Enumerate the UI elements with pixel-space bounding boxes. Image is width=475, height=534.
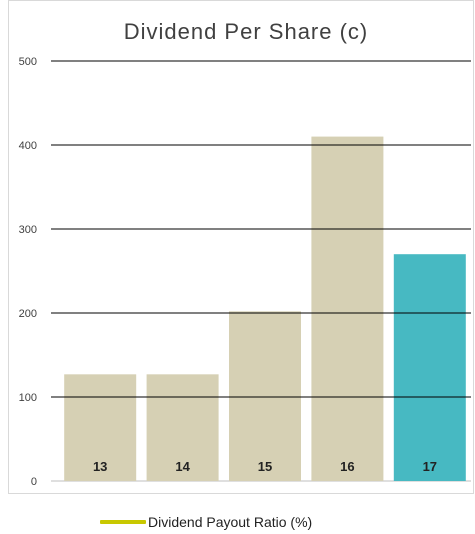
legend: Dividend Payout Ratio (%) [100, 510, 312, 534]
y-axis-tick-labels: 0 100 200 300 400 500 [19, 56, 37, 488]
chart-frame: Dividend Per Share (c) 0 100 200 300 400 500 … [8, 0, 474, 494]
y-tick-label: 0 [31, 476, 37, 488]
y-tick-label: 200 [19, 308, 37, 320]
bars [64, 136, 466, 481]
chart-title: Dividend Per Share (c) [124, 19, 369, 44]
bar-chart: Dividend Per Share (c) 0100200300400500 … [19, 19, 471, 488]
bar-17 [393, 254, 466, 481]
category-labels: 13 14 15 16 17 [93, 459, 437, 474]
y-tick-label: 100 [19, 392, 37, 404]
category-label: 13 [93, 459, 107, 474]
legend-label: Dividend Payout Ratio (%) [148, 514, 313, 530]
category-label: 14 [175, 459, 190, 474]
y-tick-label: 300 [19, 224, 37, 236]
bar-15 [229, 311, 301, 481]
gridlines-overlay [51, 60, 471, 398]
y-tick-label: 400 [19, 140, 37, 152]
bar-16 [311, 136, 384, 481]
category-label: 15 [258, 459, 272, 474]
bar-14 [146, 374, 219, 481]
category-label: 17 [423, 459, 437, 474]
bar-13 [64, 374, 137, 481]
y-tick-label: 500 [19, 56, 37, 68]
category-label: 16 [340, 459, 354, 474]
legend-line-swatch [100, 520, 146, 524]
